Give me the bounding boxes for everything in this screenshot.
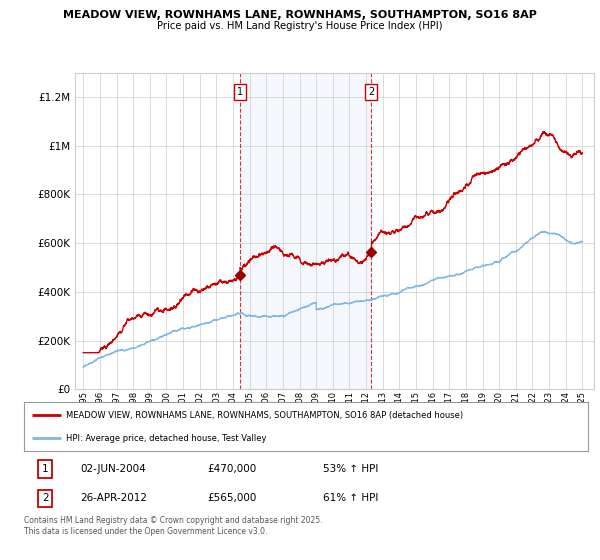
Text: 61% ↑ HPI: 61% ↑ HPI (323, 493, 378, 503)
Text: £565,000: £565,000 (208, 493, 257, 503)
Text: £470,000: £470,000 (208, 464, 257, 474)
Text: 2: 2 (368, 87, 374, 97)
Text: 53% ↑ HPI: 53% ↑ HPI (323, 464, 378, 474)
Text: 02-JUN-2004: 02-JUN-2004 (80, 464, 146, 474)
Text: 26-APR-2012: 26-APR-2012 (80, 493, 148, 503)
Text: 1: 1 (237, 87, 243, 97)
Text: 2: 2 (42, 493, 49, 503)
Text: HPI: Average price, detached house, Test Valley: HPI: Average price, detached house, Test… (66, 434, 267, 443)
Text: MEADOW VIEW, ROWNHAMS LANE, ROWNHAMS, SOUTHAMPTON, SO16 8AP (detached house): MEADOW VIEW, ROWNHAMS LANE, ROWNHAMS, SO… (66, 411, 463, 420)
Text: Contains HM Land Registry data © Crown copyright and database right 2025.
This d: Contains HM Land Registry data © Crown c… (24, 516, 323, 536)
Bar (240, 73, 371, 389)
Text: Price paid vs. HM Land Registry's House Price Index (HPI): Price paid vs. HM Land Registry's House … (157, 21, 443, 31)
Text: 1: 1 (42, 464, 49, 474)
Text: MEADOW VIEW, ROWNHAMS LANE, ROWNHAMS, SOUTHAMPTON, SO16 8AP: MEADOW VIEW, ROWNHAMS LANE, ROWNHAMS, SO… (63, 10, 537, 20)
